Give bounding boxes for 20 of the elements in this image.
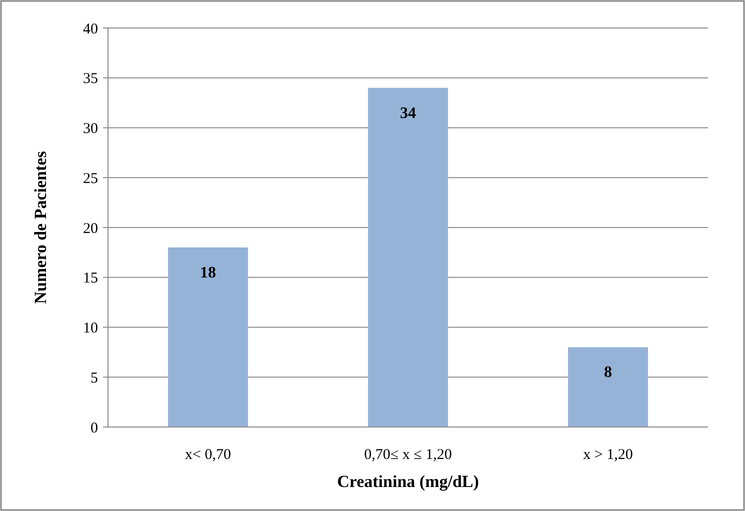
x-tick-label: x > 1,20 [583, 447, 633, 463]
data-label: 34 [400, 104, 416, 122]
data-label: 18 [200, 264, 216, 282]
y-tick-label: 40 [83, 21, 98, 38]
y-tick-label: 20 [83, 220, 98, 237]
data-label: 8 [604, 364, 612, 382]
y-tick-label: 0 [90, 420, 98, 436]
y-tick-label: 5 [90, 370, 98, 386]
y-tick-label: 25 [83, 170, 98, 187]
x-axis-title: Creatinina (mg/dL) [337, 472, 479, 491]
x-tick-label: x< 0,70 [185, 447, 231, 463]
y-tick-label: 10 [83, 320, 98, 336]
bar [168, 247, 248, 427]
y-tick-label: 35 [83, 71, 98, 88]
y-tick-label: 30 [83, 121, 98, 137]
y-axis-title: Numero de Pacientes [31, 150, 50, 304]
bar [368, 88, 448, 427]
x-tick-label: 0,70≤ x ≤ 1,20 [364, 447, 452, 463]
y-tick-label: 15 [83, 270, 98, 287]
bar [568, 347, 648, 427]
